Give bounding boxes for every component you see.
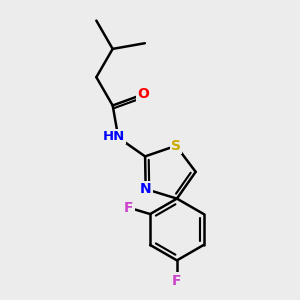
Text: O: O <box>137 87 149 101</box>
Text: N: N <box>140 182 152 196</box>
Text: HN: HN <box>103 130 125 143</box>
Text: F: F <box>172 274 182 288</box>
Text: S: S <box>171 139 181 153</box>
Text: F: F <box>124 201 134 215</box>
